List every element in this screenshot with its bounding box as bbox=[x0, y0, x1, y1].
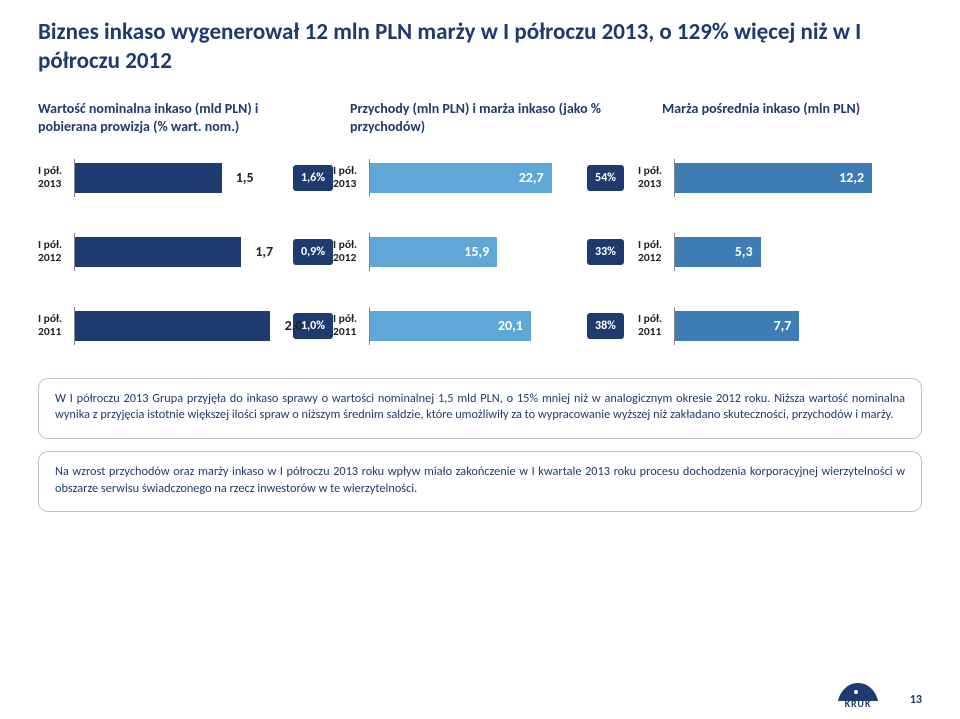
bar-track: 12,2 bbox=[674, 159, 884, 197]
chart-area: I pół.20131,51,6%I pół.201322,754%I pół.… bbox=[38, 154, 922, 350]
subtitle-col3: Marża pośrednia inkaso (mln PLN) bbox=[662, 100, 922, 136]
logo-text: KRUK bbox=[845, 697, 872, 710]
period-label: I pół.2012 bbox=[638, 239, 674, 265]
bar: 15,9 bbox=[370, 237, 497, 267]
bar-track: 7,7 bbox=[674, 307, 884, 345]
bar-track: 5,3 bbox=[674, 233, 884, 271]
subtitle-row: Wartość nominalna inkaso (mld PLN) i pob… bbox=[38, 100, 922, 136]
bar: 7,7 bbox=[675, 311, 799, 341]
bar-track: 15,9 bbox=[369, 233, 569, 271]
pct-tag: 33% bbox=[587, 239, 624, 265]
bar: 2,0 bbox=[75, 311, 270, 341]
period-label: I pół.2013 bbox=[333, 165, 369, 191]
bar-value: 7,7 bbox=[774, 317, 792, 334]
bar: 12,2 bbox=[675, 163, 872, 193]
chart2-cell: I pół.2013 22,7 54% bbox=[333, 159, 638, 197]
bar-value: 12,2 bbox=[839, 169, 864, 186]
kruk-logo: KRUK bbox=[826, 675, 890, 709]
bar: 5,3 bbox=[675, 237, 761, 267]
pct-tag: 0,9% bbox=[293, 239, 333, 265]
chart3-cell: I pół.2011 7,7 bbox=[638, 307, 898, 345]
bar-track: 1,7 bbox=[74, 233, 275, 271]
bar: 20,1 bbox=[370, 311, 531, 341]
chart2-cell: I pół.2011 20,1 38% bbox=[333, 307, 638, 345]
period-label: I pół.2012 bbox=[38, 239, 74, 265]
subtitle-col1: Wartość nominalna inkaso (mld PLN) i pob… bbox=[38, 100, 318, 136]
period-label: I pół.2011 bbox=[638, 313, 674, 339]
chart-row: I pół.20121,70,9%I pół.201215,933%I pół.… bbox=[38, 228, 922, 276]
bar-value: 15,9 bbox=[464, 243, 489, 260]
bar-track: 20,1 bbox=[369, 307, 569, 345]
period-label: I pół.2011 bbox=[38, 313, 74, 339]
pct-tag: 54% bbox=[587, 165, 624, 191]
bar-value: 22,7 bbox=[519, 169, 544, 186]
page-title: Biznes inkaso wygenerował 12 mln PLN mar… bbox=[38, 18, 922, 76]
bar-value: 2,0 bbox=[285, 317, 303, 334]
pct-tag: 1,6% bbox=[293, 165, 333, 191]
period-label: I pół.2012 bbox=[333, 239, 369, 265]
chart1-cell: I pół.20131,51,6% bbox=[38, 159, 333, 197]
chart-row: I pół.20131,51,6%I pół.201322,754%I pół.… bbox=[38, 154, 922, 202]
bar-track: 22,7 bbox=[369, 159, 569, 197]
bar-value: 1,5 bbox=[236, 169, 254, 186]
bar-value: 20,1 bbox=[498, 317, 523, 334]
bar-value: 5,3 bbox=[735, 243, 753, 260]
bar: 22,7 bbox=[370, 163, 552, 193]
period-label: I pół.2013 bbox=[38, 165, 74, 191]
period-label: I pół.2013 bbox=[638, 165, 674, 191]
bar: 1,5 bbox=[75, 163, 222, 193]
subtitle-col2: Przychody (mln PLN) i marża inkaso (jako… bbox=[350, 100, 630, 136]
pct-tag: 38% bbox=[587, 313, 624, 339]
bar-track: 2,0 bbox=[74, 307, 275, 345]
chart2-cell: I pół.2012 15,9 33% bbox=[333, 233, 638, 271]
bar: 1,7 bbox=[75, 237, 241, 267]
chart-row: I pół.20112,01,0%I pół.201120,138%I pół.… bbox=[38, 302, 922, 350]
callout-1: W I półroczu 2013 Grupa przyjęła do inka… bbox=[38, 378, 922, 439]
chart1-cell: I pół.20121,70,9% bbox=[38, 233, 333, 271]
period-label: I pół.2011 bbox=[333, 313, 369, 339]
callout-2: Na wzrost przychodów oraz marży inkaso w… bbox=[38, 451, 922, 512]
bar-track: 1,5 bbox=[74, 159, 275, 197]
chart3-cell: I pół.2013 12,2 bbox=[638, 159, 898, 197]
chart3-cell: I pół.2012 5,3 bbox=[638, 233, 898, 271]
bar-value: 1,7 bbox=[255, 243, 273, 260]
chart1-cell: I pół.20112,01,0% bbox=[38, 307, 333, 345]
page-number: 13 bbox=[910, 693, 922, 707]
